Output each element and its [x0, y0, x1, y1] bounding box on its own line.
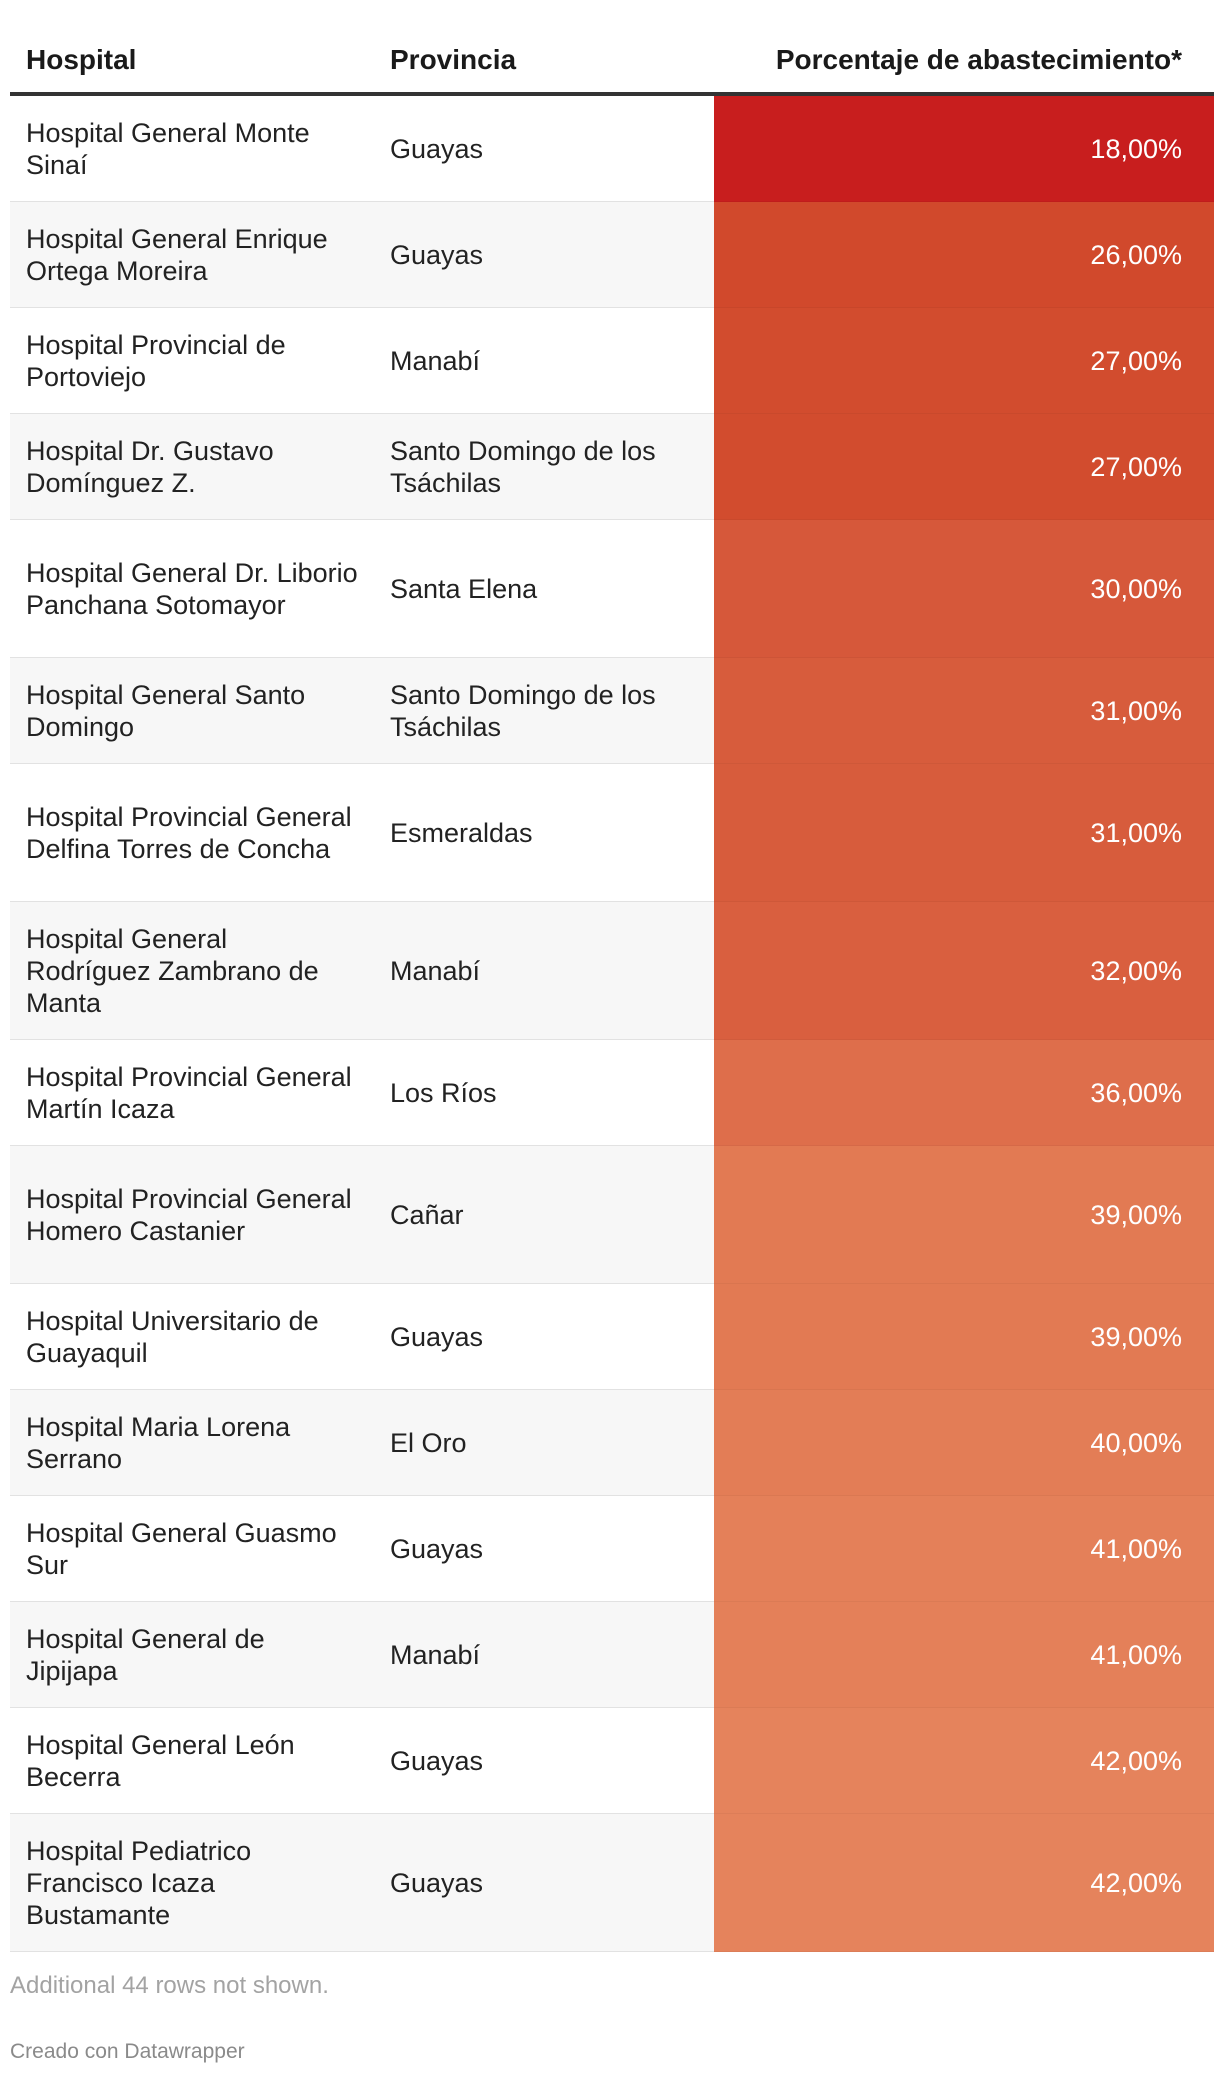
- cell-hospital: Hospital General Enrique Ortega Moreira: [10, 201, 374, 308]
- cell-hospital: Hospital Provincial General Martín Icaza: [10, 1039, 374, 1146]
- cell-porcentaje: 30,00%: [714, 519, 1214, 658]
- cell-provincia: Manabí: [374, 1601, 714, 1708]
- cell-provincia: Santo Domingo de los Tsáchilas: [374, 413, 714, 520]
- table-row: Hospital General de Jipijapa Manabí 41,0…: [10, 1601, 1214, 1708]
- table-row: Hospital Dr. Gustavo Domínguez Z. Santo …: [10, 413, 1214, 520]
- cell-hospital: Hospital General Dr. Liborio Panchana So…: [10, 519, 374, 658]
- cell-porcentaje: 40,00%: [714, 1389, 1214, 1496]
- cell-provincia: Manabí: [374, 901, 714, 1040]
- cell-porcentaje: 27,00%: [714, 307, 1214, 414]
- table-row: Hospital General Monte Sinaí Guayas 18,0…: [10, 94, 1214, 202]
- cell-provincia: Guayas: [374, 94, 714, 202]
- table-row: Hospital General Dr. Liborio Panchana So…: [10, 519, 1214, 658]
- cell-hospital: Hospital General León Becerra: [10, 1707, 374, 1814]
- cell-porcentaje: 42,00%: [714, 1813, 1214, 1952]
- cell-hospital: Hospital Provincial de Portoviejo: [10, 307, 374, 414]
- cell-provincia: Guayas: [374, 1495, 714, 1602]
- table-row: Hospital Provincial General Delfina Torr…: [10, 763, 1214, 902]
- cell-porcentaje: 41,00%: [714, 1495, 1214, 1602]
- table-row: Hospital General Santo Domingo Santo Dom…: [10, 657, 1214, 764]
- cell-porcentaje: 31,00%: [714, 763, 1214, 902]
- table-body: Hospital General Monte Sinaí Guayas 18,0…: [10, 94, 1214, 1952]
- cell-provincia: Guayas: [374, 1283, 714, 1390]
- table-row: Hospital General León Becerra Guayas 42,…: [10, 1707, 1214, 1814]
- cell-hospital: Hospital General Monte Sinaí: [10, 94, 374, 202]
- cell-provincia: Santo Domingo de los Tsáchilas: [374, 657, 714, 764]
- hospital-supply-table: Hospital Provincia Porcentaje de abastec…: [10, 30, 1214, 1952]
- table-row: Hospital General Enrique Ortega Moreira …: [10, 201, 1214, 308]
- cell-porcentaje: 39,00%: [714, 1145, 1214, 1284]
- table-row: Hospital Provincial General Martín Icaza…: [10, 1039, 1214, 1146]
- table-header: Hospital Provincia Porcentaje de abastec…: [10, 30, 1214, 96]
- table-row: Hospital Provincial de Portoviejo Manabí…: [10, 307, 1214, 414]
- rows-not-shown-note: Additional 44 rows not shown.: [10, 1972, 329, 1999]
- table-row: Hospital Provincial General Homero Casta…: [10, 1145, 1214, 1284]
- cell-porcentaje: 32,00%: [714, 901, 1214, 1040]
- table-row: Hospital General Rodríguez Zambrano de M…: [10, 901, 1214, 1040]
- cell-hospital: Hospital Provincial General Delfina Torr…: [10, 763, 374, 902]
- cell-provincia: Cañar: [374, 1145, 714, 1284]
- table-row: Hospital Pediatrico Francisco Icaza Bust…: [10, 1813, 1214, 1952]
- table-row: Hospital Maria Lorena Serrano El Oro 40,…: [10, 1389, 1214, 1496]
- cell-hospital: Hospital Universitario de Guayaquil: [10, 1283, 374, 1390]
- cell-porcentaje: 39,00%: [714, 1283, 1214, 1390]
- cell-provincia: Guayas: [374, 1813, 714, 1952]
- cell-porcentaje: 41,00%: [714, 1601, 1214, 1708]
- cell-provincia: Guayas: [374, 201, 714, 308]
- header-row: Hospital Provincia Porcentaje de abastec…: [10, 30, 1214, 96]
- cell-hospital: Hospital General de Jipijapa: [10, 1601, 374, 1708]
- cell-porcentaje: 18,00%: [714, 94, 1214, 202]
- cell-hospital: Hospital Provincial General Homero Casta…: [10, 1145, 374, 1284]
- cell-porcentaje: 36,00%: [714, 1039, 1214, 1146]
- table-row: Hospital General Guasmo Sur Guayas 41,00…: [10, 1495, 1214, 1602]
- cell-hospital: Hospital General Rodríguez Zambrano de M…: [10, 901, 374, 1040]
- data-table-container: Hospital Provincia Porcentaje de abastec…: [10, 30, 1214, 1952]
- cell-hospital: Hospital Pediatrico Francisco Icaza Bust…: [10, 1813, 374, 1952]
- cell-porcentaje: 27,00%: [714, 413, 1214, 520]
- column-header-provincia[interactable]: Provincia: [374, 30, 714, 96]
- column-header-hospital[interactable]: Hospital: [10, 30, 374, 96]
- cell-hospital: Hospital Dr. Gustavo Domínguez Z.: [10, 413, 374, 520]
- cell-provincia: Esmeraldas: [374, 763, 714, 902]
- cell-porcentaje: 31,00%: [714, 657, 1214, 764]
- datawrapper-credit: Creado con Datawrapper: [10, 2040, 245, 2063]
- cell-provincia: El Oro: [374, 1389, 714, 1496]
- cell-porcentaje: 26,00%: [714, 201, 1214, 308]
- cell-provincia: Guayas: [374, 1707, 714, 1814]
- table-row: Hospital Universitario de Guayaquil Guay…: [10, 1283, 1214, 1390]
- cell-hospital: Hospital General Guasmo Sur: [10, 1495, 374, 1602]
- cell-provincia: Los Ríos: [374, 1039, 714, 1146]
- cell-provincia: Santa Elena: [374, 519, 714, 658]
- cell-porcentaje: 42,00%: [714, 1707, 1214, 1814]
- column-header-porcentaje[interactable]: Porcentaje de abastecimiento*: [714, 30, 1214, 96]
- cell-provincia: Manabí: [374, 307, 714, 414]
- cell-hospital: Hospital General Santo Domingo: [10, 657, 374, 764]
- cell-hospital: Hospital Maria Lorena Serrano: [10, 1389, 374, 1496]
